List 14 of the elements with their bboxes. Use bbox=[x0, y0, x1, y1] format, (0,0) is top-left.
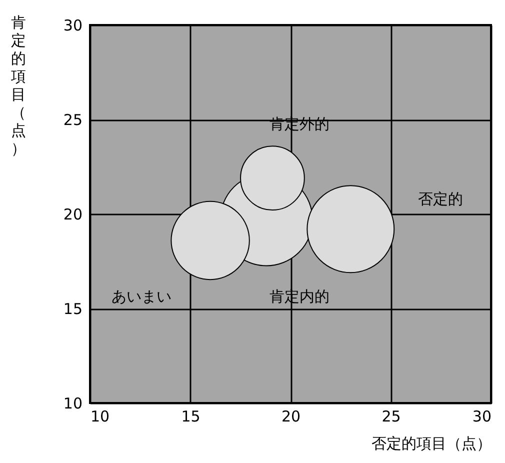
y-tick-label: 30 bbox=[63, 16, 82, 34]
x-tick-label: 20 bbox=[281, 408, 301, 426]
x-axis-title: 否定的項目（点） bbox=[372, 434, 492, 452]
y-tick-label: 15 bbox=[63, 300, 82, 318]
series-label: 否定的 bbox=[418, 190, 464, 208]
x-tick-label: 25 bbox=[382, 408, 401, 426]
x-tick-label: 10 bbox=[90, 408, 110, 426]
y-tick-label: 20 bbox=[63, 206, 82, 224]
series-label: あいまい bbox=[111, 287, 172, 306]
y-tick-label: 10 bbox=[63, 394, 82, 412]
x-tick-label: 15 bbox=[181, 408, 200, 426]
y-axis-title: 肯定的項目（点） bbox=[10, 14, 26, 158]
y-tick-label: 25 bbox=[63, 111, 82, 129]
x-tick-label: 30 bbox=[472, 408, 492, 426]
